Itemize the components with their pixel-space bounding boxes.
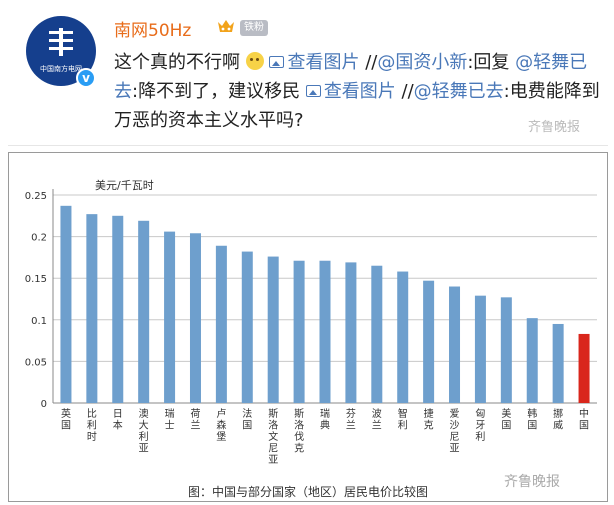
- x-tick-label: 挪威: [553, 407, 563, 432]
- x-tick-label: 日本: [113, 409, 123, 432]
- bar: [319, 260, 331, 403]
- view-image-link[interactable]: 查看图片: [305, 81, 396, 102]
- x-tick-label: 美国: [501, 407, 511, 432]
- x-tick-label: 智利: [398, 407, 408, 432]
- x-tick-label: 瑞士: [165, 408, 175, 432]
- y-tick-label: 0.15: [25, 274, 47, 285]
- bar: [86, 214, 98, 403]
- chart-watermark: 齐鲁晚报: [504, 474, 560, 490]
- bar: [138, 220, 150, 403]
- post-text-main: 这个真的不行啊: [114, 52, 240, 73]
- bar: [241, 251, 253, 403]
- x-tick-label: 捷克: [424, 407, 434, 432]
- x-tick-label: 斯洛文尼亚: [268, 407, 278, 466]
- bar: [215, 245, 227, 403]
- x-tick-label: 波兰: [372, 407, 382, 432]
- bar: [397, 271, 409, 403]
- x-tick-label: 英国: [61, 407, 71, 432]
- post-content: 这个真的不行啊 查看图片 //@国资小新:回复 @轻舞已去:降不到了，建议移民 …: [114, 48, 608, 135]
- y-tick-label: 0.25: [25, 191, 47, 202]
- bar: [189, 233, 201, 403]
- image-icon: [305, 85, 321, 97]
- verified-badge-icon: v: [76, 68, 96, 88]
- username[interactable]: 南网50Hz: [114, 21, 192, 41]
- bar: [423, 280, 435, 403]
- reply-label: :回复: [467, 52, 510, 73]
- mention-link[interactable]: @轻舞已去: [114, 52, 588, 102]
- electricity-price-chart[interactable]: 0 0.05 0.1 0.15 0.2 0.25 美元/千瓦时英国 比利时 日本 澳大利亚 瑞士 荷兰…: [8, 152, 608, 502]
- x-tick-label: 斯洛伐克: [294, 407, 304, 455]
- bar: [345, 262, 357, 403]
- bar: [112, 215, 124, 403]
- mention-link[interactable]: @轻舞已去: [413, 81, 504, 102]
- image-icon: [269, 56, 285, 68]
- x-tick-label: 比利时: [87, 408, 97, 443]
- bar: [552, 323, 564, 403]
- y-tick-label: 0.2: [31, 233, 47, 244]
- bar: [578, 333, 590, 403]
- x-tick-label: 匈牙利: [475, 407, 485, 443]
- bar: [371, 265, 383, 403]
- bar: [60, 205, 72, 403]
- x-tick-label: 荷兰: [190, 408, 200, 432]
- repost-text: :电费能降到万恶的资本主义水平吗?: [114, 81, 600, 131]
- y-tick-label: 0.1: [31, 316, 47, 327]
- y-axis-unit-label: 美元/千瓦时: [95, 179, 154, 192]
- reply-text: :降不到了，建议移民: [132, 81, 301, 102]
- x-tick-label: 卢森堡: [216, 407, 226, 443]
- x-tick-label: 芬兰: [346, 408, 356, 432]
- x-tick-label: 瑞典: [320, 408, 330, 432]
- x-tick-label: 爱沙尼亚: [450, 407, 460, 455]
- bar: [474, 295, 486, 403]
- avatar-org-name: 中国南方电网: [40, 65, 82, 73]
- chart-caption: 图：中国与部分国家（地区）居民电价比较图: [187, 485, 428, 499]
- watermark: 齐鲁晚报: [528, 120, 581, 135]
- weibo-post: 中国南方电网 v 南网50Hz 铁粉 这个真的不行啊 查看图片 //@国资小新:…: [8, 6, 608, 146]
- avatar[interactable]: 中国南方电网: [26, 16, 96, 86]
- bar: [500, 297, 512, 403]
- x-tick-label: 韩国: [527, 407, 537, 432]
- x-tick-label: 中国: [579, 407, 589, 432]
- repost-separator: //: [395, 81, 414, 102]
- bar: [449, 286, 461, 403]
- bar: [164, 231, 176, 403]
- y-tick-label: 0: [41, 399, 47, 410]
- view-image-link[interactable]: 查看图片: [269, 52, 359, 73]
- fan-badge: 铁粉: [240, 20, 268, 36]
- bar: [526, 318, 538, 403]
- power-grid-logo-icon: [49, 28, 73, 56]
- bar: [267, 256, 279, 403]
- bar: [293, 260, 305, 403]
- mention-link[interactable]: @国资小新: [377, 52, 468, 73]
- x-tick-label: 澳大利亚: [139, 407, 149, 455]
- x-tick-label: 法国: [242, 407, 252, 432]
- y-tick-label: 0.05: [25, 357, 47, 368]
- thinking-emoji-icon: [245, 52, 264, 70]
- crown-icon: [218, 20, 234, 32]
- repost-separator: //: [359, 52, 378, 73]
